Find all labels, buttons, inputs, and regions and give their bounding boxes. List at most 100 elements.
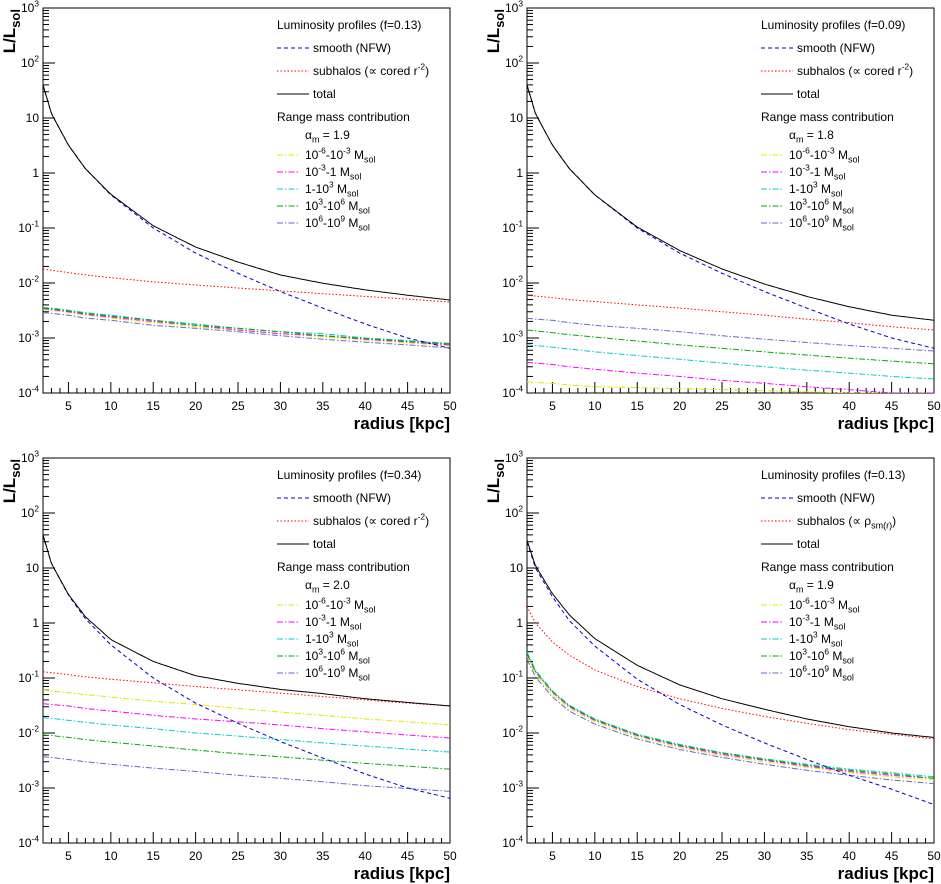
series-line-1 xyxy=(527,84,934,349)
chart-panel-1: 10-4 10-3 10-2 10-1 1 10 102 103 5 10 15 20 25 30 35 40… xyxy=(0,0,457,433)
series-line-7 xyxy=(43,307,450,345)
y-tick-label: 103 xyxy=(505,449,523,465)
x-tick-label: 25 xyxy=(231,849,245,863)
legend-entry: total xyxy=(797,87,820,101)
y-tick-label: 102 xyxy=(505,54,523,70)
legend-entry: smooth (NFW) xyxy=(313,41,391,55)
series-line-5 xyxy=(43,308,450,346)
legend-entry: 10-6-10-3 Msol xyxy=(305,596,375,615)
legend-entry: 106-109 Msol xyxy=(789,664,854,683)
x-tick-label: 20 xyxy=(189,849,203,863)
x-tick-label: 20 xyxy=(673,399,687,413)
y-tick-label: 10-1 xyxy=(18,669,39,685)
legend-entry: 103-106 Msol xyxy=(305,197,370,216)
series-line-7 xyxy=(43,734,450,770)
chart-panel-4: 10-4 10-3 10-2 10-1 1 10 102 103 5 10 15 20 25 30 35 40… xyxy=(484,449,941,883)
x-tick-label: 15 xyxy=(147,849,161,863)
legend-entry: 10-3-1 Msol xyxy=(305,613,361,632)
y-tick-label: 1 xyxy=(32,166,39,180)
legend-alpha: αm = 1.9 xyxy=(305,128,350,145)
x-axis-title: radius [kpc] xyxy=(838,414,934,433)
series-line-3 xyxy=(527,540,934,738)
y-tick-label: 10 xyxy=(510,111,524,125)
y-axis-title: L/Lsol xyxy=(484,9,507,53)
y-tick-label: 10-2 xyxy=(502,724,523,740)
legend-entry: 106-109 Msol xyxy=(305,664,370,683)
series-line-3 xyxy=(43,534,450,707)
x-axis-title: radius [kpc] xyxy=(354,864,450,883)
y-tick-label: 1 xyxy=(32,616,39,630)
x-tick-label: 15 xyxy=(147,399,161,413)
series-line-2 xyxy=(527,606,934,740)
y-tick-label: 102 xyxy=(21,54,39,70)
x-tick-label: 15 xyxy=(631,849,645,863)
x-tick-label: 5 xyxy=(65,849,72,863)
y-axis-title: L/Lsol xyxy=(0,9,23,53)
plot-frame xyxy=(526,457,935,844)
y-tick-label: 10-1 xyxy=(18,219,39,235)
y-tick-label: 10-4 xyxy=(502,384,523,400)
y-tick-label: 10 xyxy=(26,111,40,125)
legend-entry: 103-106 Msol xyxy=(305,647,370,666)
series-line-5 xyxy=(527,361,934,393)
chart-panel-3: 10-4 10-3 10-2 10-1 1 10 102 103 5 10 15 20 25 30 35 40… xyxy=(0,449,457,883)
series-line-3 xyxy=(527,84,934,321)
legend-range-header: Range mass contribution xyxy=(761,560,894,574)
x-tick-label: 5 xyxy=(65,399,72,413)
x-tick-label: 35 xyxy=(800,849,814,863)
y-tick-label: 10-4 xyxy=(18,834,39,850)
x-tick-label: 10 xyxy=(104,399,118,413)
legend-range-header: Range mass contribution xyxy=(277,110,410,124)
x-tick-label: 25 xyxy=(715,399,729,413)
legend-entry: 106-109 Msol xyxy=(789,214,854,233)
y-tick-label: 10-3 xyxy=(18,779,39,795)
legend-entry: 103-106 Msol xyxy=(789,197,854,216)
series-line-4 xyxy=(527,655,934,781)
x-tick-label: 5 xyxy=(549,849,556,863)
x-tick-label: 10 xyxy=(588,849,602,863)
legend-entry: 1-103 Msol xyxy=(789,180,843,199)
x-tick-label: 30 xyxy=(758,849,772,863)
x-tick-label: 45 xyxy=(885,399,899,413)
series-line-8 xyxy=(527,317,934,352)
x-tick-label: 50 xyxy=(927,849,941,863)
x-tick-label: 30 xyxy=(274,849,288,863)
legend-entry: 103-106 Msol xyxy=(789,647,854,666)
series-line-2 xyxy=(43,671,450,707)
legend-entry: 1-103 Msol xyxy=(789,630,843,649)
series-line-6 xyxy=(527,651,934,778)
series-line-1 xyxy=(43,84,450,349)
series-line-4 xyxy=(43,689,450,726)
legend-entry: 10-3-1 Msol xyxy=(789,613,845,632)
y-axis-title: L/Lsol xyxy=(484,459,507,503)
y-tick-label: 102 xyxy=(505,504,523,520)
legend-range-header: Range mass contribution xyxy=(277,560,410,574)
legend-entry: total xyxy=(313,87,336,101)
x-tick-label: 10 xyxy=(588,399,602,413)
y-tick-label: 10-2 xyxy=(502,274,523,290)
series-line-4 xyxy=(527,381,934,393)
series-line-5 xyxy=(43,703,450,739)
legend-entry: smooth (NFW) xyxy=(797,41,875,55)
y-tick-label: 10-3 xyxy=(18,329,39,345)
legend-header: Luminosity profiles (f=0.13) xyxy=(761,468,905,482)
series-line-6 xyxy=(43,306,450,344)
x-tick-label: 45 xyxy=(401,399,415,413)
x-tick-label: 35 xyxy=(316,849,330,863)
y-tick-label: 10-2 xyxy=(18,724,39,740)
y-axis-title: L/Lsol xyxy=(0,459,23,503)
legend-range-header: Range mass contribution xyxy=(761,110,894,124)
series-line-7 xyxy=(527,653,934,779)
x-tick-label: 25 xyxy=(231,399,245,413)
x-tick-label: 40 xyxy=(359,849,373,863)
legend-entry: total xyxy=(313,537,336,551)
y-tick-label: 10-1 xyxy=(502,219,523,235)
legend-alpha: αm = 1.8 xyxy=(789,128,834,145)
x-tick-label: 50 xyxy=(443,399,457,413)
chart-panel-2: 10-4 10-3 10-2 10-1 1 10 102 103 5 10 15 20 25 30 35 40… xyxy=(484,0,941,433)
y-tick-label: 103 xyxy=(505,0,523,15)
series-line-3 xyxy=(43,84,450,301)
x-tick-label: 40 xyxy=(359,399,373,413)
x-tick-label: 40 xyxy=(843,849,857,863)
